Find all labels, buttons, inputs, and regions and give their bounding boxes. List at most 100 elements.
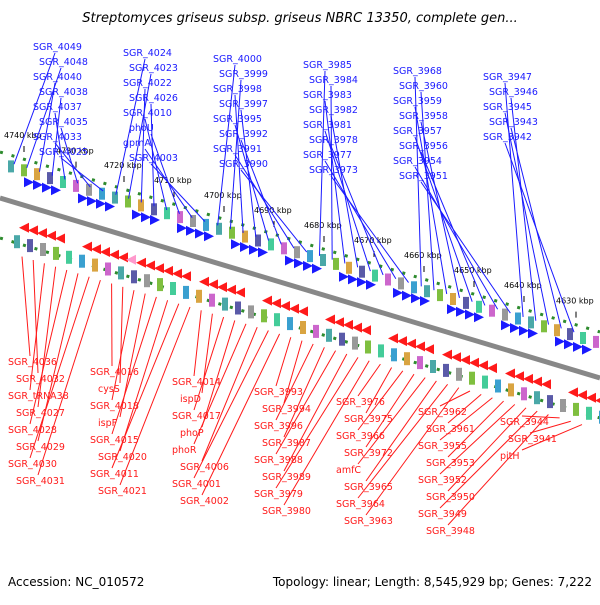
reverse-gene-arrow [55, 234, 65, 244]
gene-label: SGR_4038 [39, 87, 88, 98]
function-box [560, 399, 566, 412]
function-box [580, 332, 586, 344]
gene-label: SGR_4022 [123, 78, 172, 89]
function-box [365, 341, 371, 354]
forward-gene-arrow [294, 258, 304, 268]
reverse-gene-arrow [262, 296, 272, 306]
gene-label: SGR_3992 [219, 129, 268, 140]
function-box [222, 298, 228, 311]
gene-label: SGR_3999 [219, 69, 268, 80]
forward-gene-arrow [564, 339, 574, 349]
gene-label: SGR_4028 [8, 425, 57, 436]
function-box [164, 207, 170, 219]
gene-label: SGR_4011 [90, 469, 139, 480]
reverse-gene-arrow [397, 336, 407, 346]
gene-label: SGR_3941 [508, 434, 557, 445]
gene-label: SGR_4014 [172, 377, 221, 388]
gene-label: SGR_3948 [426, 526, 475, 537]
gene-label: SGR_3976 [336, 397, 385, 408]
function-box [593, 336, 599, 348]
forward-gene-arrow [474, 312, 484, 322]
gene-label: SGR_3961 [426, 424, 475, 435]
gene-label: SGR_4037 [33, 102, 82, 113]
gene-label: SGR_3972 [344, 448, 393, 459]
gene-label: phoR [172, 445, 197, 456]
reverse-gene-arrow [514, 371, 524, 381]
function-box [313, 325, 319, 338]
gene-label: SGR_4000 [213, 54, 262, 65]
reverse-gene-arrow [451, 352, 461, 362]
gene-label: SGR_3960 [399, 81, 448, 92]
gene-label: SGR_3950 [426, 492, 475, 503]
function-box [118, 266, 124, 279]
reverse-gene-arrow [217, 282, 227, 292]
reverse-gene-arrow [271, 298, 281, 308]
function-box [183, 286, 189, 299]
function-box [131, 270, 137, 283]
gene-label: SGR_4015 [90, 435, 139, 446]
function-box [573, 403, 579, 416]
gene-label: amfC [336, 465, 361, 476]
gene-label: SGR_3977 [303, 150, 352, 161]
function-box [391, 348, 397, 361]
forward-gene-arrow [51, 185, 61, 195]
reverse-gene-arrow [424, 344, 434, 354]
leader-line [61, 158, 103, 191]
function-box [398, 277, 404, 289]
gene-label: SGR_4021 [98, 486, 147, 497]
gene-label: SGR_4017 [172, 411, 221, 422]
reverse-gene-arrow [154, 263, 164, 273]
function-box [300, 321, 306, 334]
gene-label: SGR_4024 [123, 48, 172, 59]
function-box [112, 192, 118, 204]
reverse-gene-arrow [280, 301, 290, 311]
gene-label: SGR_3952 [418, 475, 467, 486]
reverse-gene-arrow [289, 304, 299, 314]
forward-gene-arrow [150, 215, 160, 225]
gene-label: SGR_3994 [262, 404, 311, 415]
gene-label: SGR_3964 [336, 499, 385, 510]
reverse-gene-arrow [352, 323, 362, 333]
reverse-gene-arrow [181, 271, 191, 281]
function-box [417, 356, 423, 369]
gene-label: SGR_4035 [39, 117, 88, 128]
gene-label: ispF [98, 418, 117, 429]
gene-label: cysS [98, 384, 120, 395]
gene-label: SGR_4025 [39, 147, 88, 158]
gene-label: SGR_3981 [303, 120, 352, 131]
gene-label: SGR_3995 [213, 114, 262, 125]
forward-gene-arrow [501, 320, 511, 330]
gene-label: SGR_3954 [393, 156, 442, 167]
reverse-gene-arrow [343, 320, 353, 330]
function-box [547, 395, 553, 408]
reverse-gene-arrow [523, 374, 533, 384]
reverse-gene-arrow [469, 358, 479, 368]
function-box [372, 270, 378, 282]
reverse-gene-arrow [109, 250, 119, 260]
forward-gene-arrow [258, 247, 268, 257]
function-box [502, 309, 508, 321]
gene-label: SGR_4027 [16, 408, 65, 419]
reverse-gene-arrow [145, 261, 155, 271]
gene-label: SGR_3955 [418, 441, 467, 452]
reverse-gene-arrow [28, 225, 38, 235]
function-box [294, 246, 300, 258]
reverse-gene-arrow [334, 317, 344, 327]
function-box [469, 372, 475, 385]
gene-label: SGR_4049 [33, 42, 82, 53]
gene-label: SGR_3982 [309, 105, 358, 116]
reverse-gene-arrow [541, 379, 551, 389]
reverse-gene-arrow [82, 242, 92, 252]
reverse-gene-arrow [406, 339, 416, 349]
gene-label: SGR_4020 [98, 452, 147, 463]
function-box [235, 302, 241, 315]
gene-label: SGR_3997 [219, 99, 268, 110]
gene-label: SGR_3963 [344, 516, 393, 527]
gene-label: SGR_3988 [254, 455, 303, 466]
function-box [508, 383, 514, 396]
gene-label: SGR_4006 [180, 462, 229, 473]
gene-label: SGR_3987 [262, 438, 311, 449]
gene-label: SGR_4029 [16, 442, 65, 453]
reverse-gene-arrow [37, 228, 47, 238]
